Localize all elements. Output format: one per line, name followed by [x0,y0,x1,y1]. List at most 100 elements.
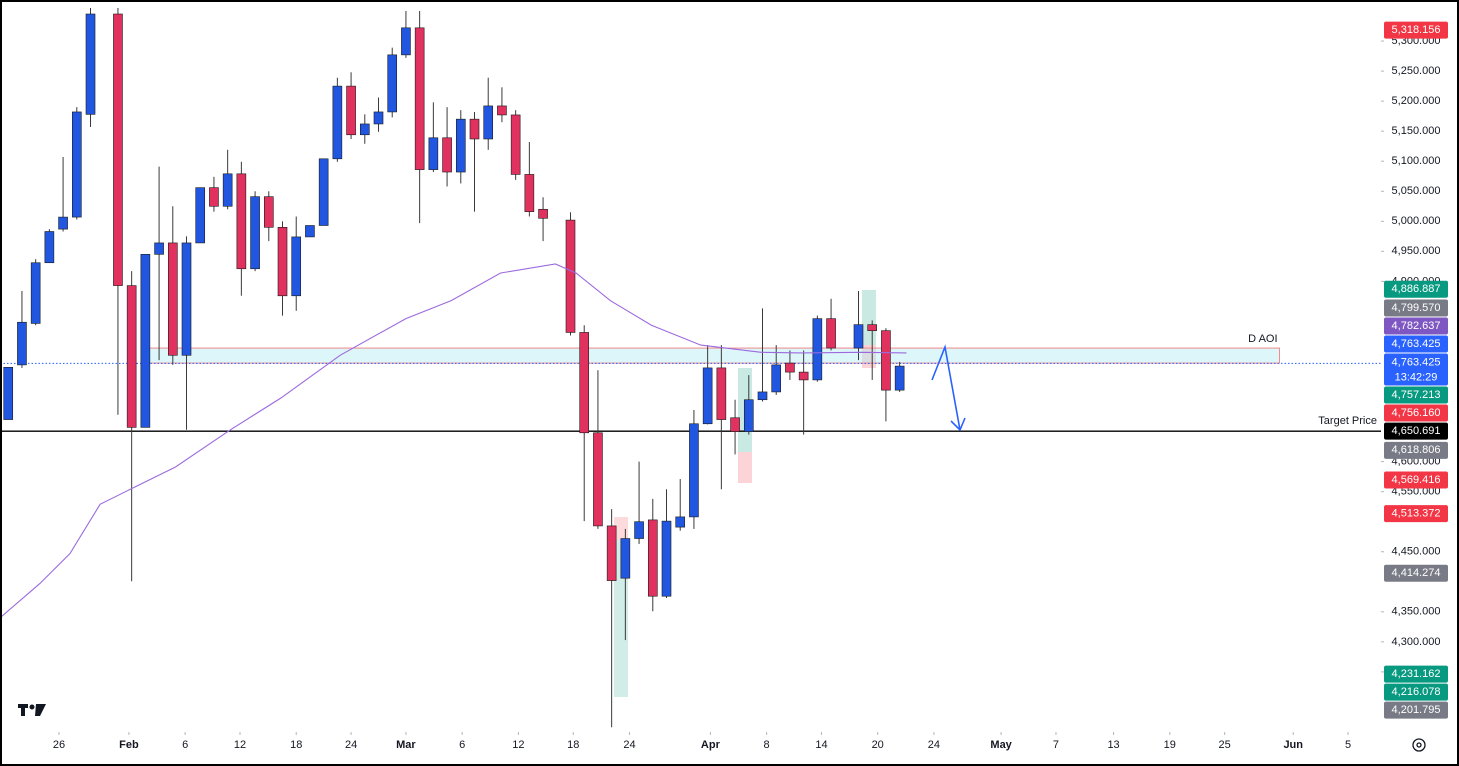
y-tick-label: 5,100.000 [1392,155,1441,167]
x-tick-label: 26 [53,739,65,751]
candle-body [318,158,329,226]
moving-average [0,263,907,619]
candle-body [442,137,452,173]
countdown-label: 13:42:29 [1395,371,1438,383]
plot-area [0,8,1381,728]
candle-body [826,318,836,349]
candle-body [867,324,878,331]
candle-body [359,123,370,136]
price-badge-label: 4,513.372 [1392,508,1441,520]
candle-body [565,219,576,333]
price-line-label: Target Price [1318,415,1377,427]
x-tick-label: 19 [1164,739,1176,751]
price-badge-label: 4,569.416 [1392,474,1441,486]
candle-body [606,525,617,581]
price-badge [1384,505,1448,523]
price-badge-label: 4,782.637 [1392,320,1441,332]
candle-body [661,520,672,597]
candle-body [730,417,740,432]
price-badge [1384,335,1448,353]
risk-box [614,517,628,540]
price-badge-label: 4,763.425 [1392,338,1441,350]
candle-body [510,114,521,175]
x-tick-label: 24 [623,739,635,751]
candle-body [428,137,439,170]
candle-body [401,27,411,56]
y-tick-label: 5,050.000 [1392,185,1441,197]
candle-body [346,85,356,136]
price-badge [1384,683,1448,701]
candle-body [853,324,864,349]
x-tick-label: 5 [1345,739,1351,751]
y-tick-label: 4,300.000 [1392,636,1441,648]
x-tick-label: 24 [345,739,357,751]
candle-body [30,262,41,324]
price-badge [1384,386,1448,404]
price-badge-label: 4,618.806 [1392,444,1441,456]
x-tick-label: 24 [928,739,940,751]
projection-arrow [931,344,966,432]
candle-body [263,196,274,228]
candle-body [771,364,782,393]
price-badge-label: 4,763.425 [1392,356,1441,368]
x-tick-label: 6 [182,739,188,751]
candle-body [195,187,206,244]
candle-body [250,196,260,270]
y-tick-label: 5,200.000 [1392,95,1441,107]
candle-body [373,111,384,125]
price-badge [1384,665,1448,683]
x-tick-label: Jun [1283,739,1303,751]
candle-body [743,399,754,432]
candle-body [154,242,164,255]
price-badge-label: 4,216.078 [1392,686,1441,698]
candle-body [702,367,713,425]
x-tick-label: Mar [396,739,416,751]
price-badge [1384,422,1448,440]
candle-body [209,187,219,207]
x-tick-label: 8 [764,739,770,751]
candle-body [469,118,480,140]
x-tick-label: 18 [290,739,302,751]
price-badge-label: 4,757.213 [1392,389,1441,401]
candle-body [17,321,27,366]
price-badge-label: 4,650.691 [1392,425,1441,437]
risk-box [738,452,752,483]
candle-body [455,118,466,173]
candle-body [181,242,192,356]
candle-body [497,105,507,116]
price-badge [1384,701,1448,719]
candle-body [85,13,96,115]
candle-body [140,254,151,428]
candle-body [757,391,768,401]
y-tick-label: 4,550.000 [1392,486,1441,498]
candle-body [305,225,315,238]
settings-button[interactable] [1412,738,1426,752]
price-badge [1384,441,1448,459]
zone-label: D AOI [1248,333,1277,345]
price-badge [1384,404,1448,422]
candle-body [894,365,905,391]
candle-body [387,54,398,113]
y-tick-label: 4,450.000 [1392,546,1441,558]
x-tick-label: 6 [459,739,465,751]
x-tick-label: Apr [701,739,721,751]
candle-body [332,85,343,160]
price-badge [1384,471,1448,489]
candle-body [716,367,727,420]
reward-box [614,540,628,697]
price-badge [1384,280,1448,298]
x-tick-label: 25 [1219,739,1231,751]
candle-body [291,236,302,297]
x-tick-label: 20 [872,739,884,751]
candle-body [675,516,686,528]
x-tick-label: 12 [234,739,246,751]
price-badge-label: 4,886.887 [1392,283,1441,295]
candle-body [593,432,603,527]
y-tick-label: 5,150.000 [1392,125,1441,137]
price-badge-label: 4,201.795 [1392,704,1441,716]
candle-body [785,362,795,373]
y-tick-label: 4,350.000 [1392,606,1441,618]
reward-box [862,290,876,345]
candle-body [524,174,535,212]
